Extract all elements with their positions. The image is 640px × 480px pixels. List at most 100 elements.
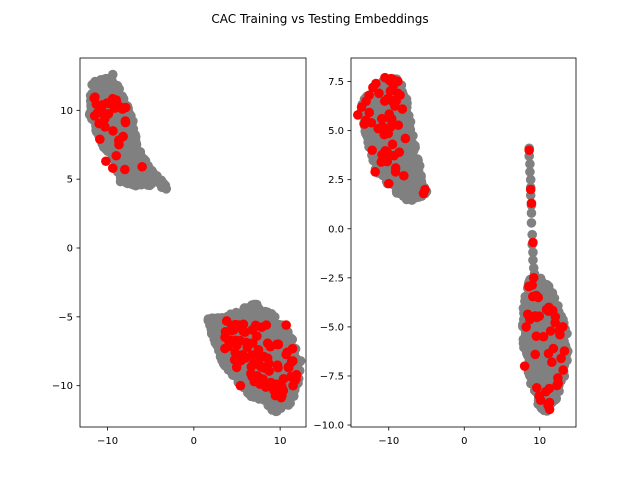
axes-frame <box>79 57 307 428</box>
data-point <box>220 343 230 354</box>
data-point <box>112 80 123 91</box>
data-point <box>547 357 557 368</box>
data-point <box>220 360 230 371</box>
data-point <box>528 273 539 283</box>
data-point <box>418 188 429 199</box>
data-point <box>366 117 377 128</box>
data-point <box>238 349 248 360</box>
chart-1: −10 0 10 −10 −5 0 5 10 <box>52 57 307 447</box>
data-point <box>388 80 399 91</box>
data-point <box>230 347 241 358</box>
data-point <box>548 343 559 354</box>
data-point <box>260 306 270 317</box>
y-tick-label: 7.5 <box>328 77 344 88</box>
data-point <box>526 208 537 218</box>
data-point <box>524 145 534 156</box>
data-point <box>536 344 547 354</box>
data-point <box>277 387 287 398</box>
data-point <box>370 167 380 177</box>
chart-2: −10 0 10 −10.0 −7.5 −5.0 −2.5 0.0 2.5 5.0 7.5 <box>313 57 577 447</box>
data-point <box>245 389 255 400</box>
data-point <box>416 172 426 183</box>
data-point <box>233 320 244 330</box>
data-point <box>556 353 566 364</box>
plot-area <box>353 72 573 416</box>
data-point <box>411 192 421 203</box>
data-point <box>120 102 131 113</box>
data-point <box>397 104 408 114</box>
data-point <box>273 379 284 390</box>
data-point <box>227 325 237 336</box>
data-point <box>386 114 397 124</box>
data-point <box>258 378 269 388</box>
data-point <box>393 88 403 99</box>
data-point <box>133 151 144 161</box>
data-point <box>538 331 549 342</box>
data-point <box>558 365 568 375</box>
data-point <box>399 170 409 181</box>
y-tick-label: 5 <box>67 175 73 186</box>
data-point <box>121 176 132 187</box>
data-point <box>111 150 122 161</box>
figure-title: CAC Training vs Testing Embeddings <box>211 12 428 26</box>
data-point <box>403 120 414 131</box>
axes-frame <box>350 57 577 428</box>
data-point <box>95 134 105 145</box>
data-point <box>101 156 111 167</box>
data-point <box>541 386 551 397</box>
data-point <box>264 366 274 376</box>
data-point <box>545 326 556 336</box>
data-point <box>544 302 554 313</box>
x-tick-label: 10 <box>533 436 546 447</box>
data-point <box>266 377 276 388</box>
data-point <box>235 380 246 391</box>
data-point <box>364 107 375 118</box>
data-point <box>525 159 535 169</box>
data-point <box>394 147 405 158</box>
data-point <box>535 395 546 405</box>
data-point <box>404 182 414 193</box>
data-point <box>393 120 404 130</box>
data-point <box>353 110 363 120</box>
data-point <box>531 331 542 341</box>
data-point <box>533 292 544 303</box>
data-point <box>525 174 536 185</box>
data-point <box>390 167 401 177</box>
data-point <box>544 404 555 415</box>
data-point <box>230 335 241 346</box>
data-point <box>528 237 538 248</box>
data-point <box>380 146 391 156</box>
data-point <box>106 98 116 109</box>
data-point <box>120 164 130 175</box>
data-point <box>522 298 532 308</box>
y-tick-label: −5 <box>58 312 73 323</box>
data-point <box>230 311 240 321</box>
data-point <box>408 170 418 181</box>
data-point <box>249 376 260 387</box>
data-point <box>128 137 139 148</box>
data-point <box>100 122 110 132</box>
plot-area <box>84 69 306 417</box>
data-point <box>554 326 565 336</box>
data-point <box>130 176 141 187</box>
data-point <box>264 358 274 369</box>
data-point <box>530 349 541 360</box>
data-point <box>376 113 387 124</box>
data-point <box>103 109 114 119</box>
data-point <box>552 380 562 391</box>
data-point <box>248 358 259 369</box>
data-point <box>519 361 530 371</box>
data-point <box>291 369 302 380</box>
data-point <box>97 100 107 110</box>
data-point <box>246 368 256 379</box>
data-point <box>374 88 384 99</box>
data-point <box>271 339 282 350</box>
data-point <box>534 279 545 289</box>
y-tick-label: 5.0 <box>328 126 344 137</box>
data-point <box>253 345 264 355</box>
data-point <box>248 304 259 315</box>
data-point <box>283 362 294 373</box>
y-tick-label: −7.5 <box>320 371 344 382</box>
data-point <box>282 347 292 358</box>
